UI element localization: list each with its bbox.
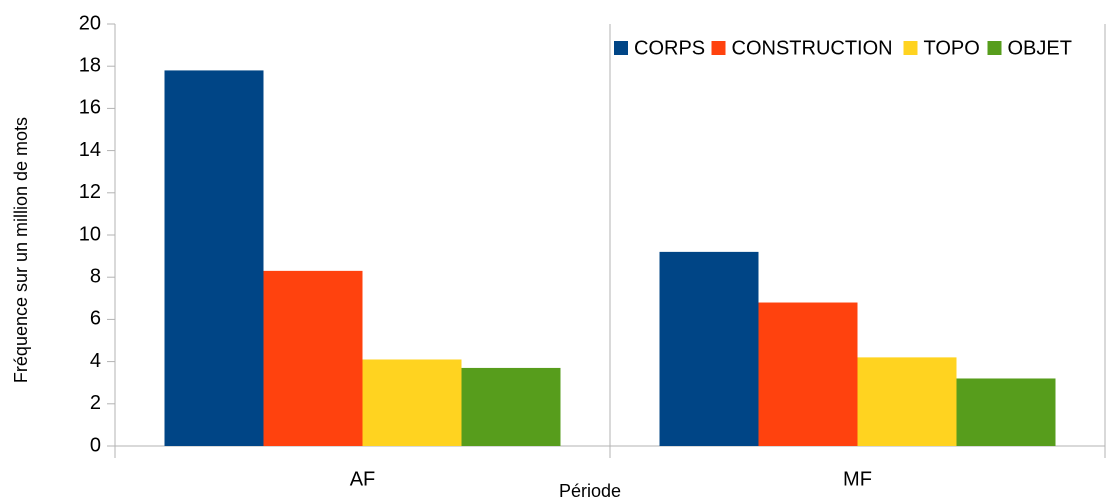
- x-axis-label: Période: [559, 481, 621, 500]
- y-tick-label: 14: [79, 139, 101, 161]
- y-tick-label: 10: [79, 223, 101, 245]
- bar: [857, 357, 957, 446]
- y-tick-label: 8: [90, 265, 101, 287]
- bar: [758, 302, 858, 446]
- bar: [659, 251, 759, 446]
- legend-label: TOPO: [924, 37, 980, 59]
- y-tick-label: 4: [90, 350, 101, 372]
- y-tick-label: 12: [79, 181, 101, 203]
- legend-label: OBJET: [1008, 37, 1072, 59]
- legend-label: CORPS: [634, 37, 705, 59]
- y-tick-label: 2: [90, 392, 101, 414]
- y-tick-label: 0: [90, 434, 101, 456]
- legend-swatch: [614, 41, 628, 55]
- bar: [362, 359, 462, 446]
- legend-label: CONSTRUCTION: [732, 37, 893, 59]
- y-tick-label: 6: [90, 308, 101, 330]
- legend-swatch: [903, 41, 918, 55]
- y-tick-label: 16: [79, 97, 101, 119]
- legend-swatch: [711, 41, 726, 55]
- bar: [164, 70, 264, 447]
- y-tick-label: 18: [79, 54, 101, 76]
- bar: [263, 270, 363, 446]
- y-tick-label: 20: [79, 12, 101, 34]
- y-axis-label: Fréquence sur un million de mots: [11, 117, 31, 383]
- x-tick-label: AF: [350, 468, 376, 490]
- legend-swatch: [987, 41, 1002, 55]
- bar: [956, 378, 1056, 446]
- bar: [461, 367, 561, 446]
- x-tick-label: MF: [843, 468, 872, 490]
